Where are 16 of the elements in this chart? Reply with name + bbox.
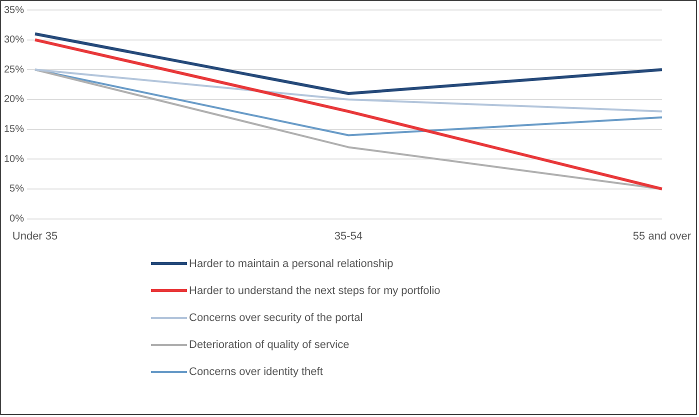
legend-label: Concerns over security of the portal: [189, 312, 363, 324]
y-tick-label: 35%: [4, 4, 24, 16]
legend-label: Deterioration of quality of service: [189, 338, 350, 350]
y-tick-label: 0%: [10, 214, 24, 225]
y-tick-label: 25%: [4, 64, 24, 76]
y-tick-label: 10%: [4, 154, 24, 165]
legend-label: Harder to understand the next steps for my portfolio: [189, 284, 440, 296]
x-tick-label: 55 and over: [632, 230, 692, 242]
x-tick-label: 35-54: [334, 230, 363, 242]
y-tick-label: 15%: [4, 124, 24, 136]
legend-label: Harder to maintain a personal relationship: [189, 258, 394, 270]
y-tick-label: 30%: [4, 34, 24, 46]
y-tick-label: 5%: [10, 184, 24, 195]
legend-label: Concerns over identity theft: [189, 366, 323, 378]
x-tick-label: Under 35: [12, 230, 58, 242]
y-tick-label: 20%: [4, 94, 24, 106]
